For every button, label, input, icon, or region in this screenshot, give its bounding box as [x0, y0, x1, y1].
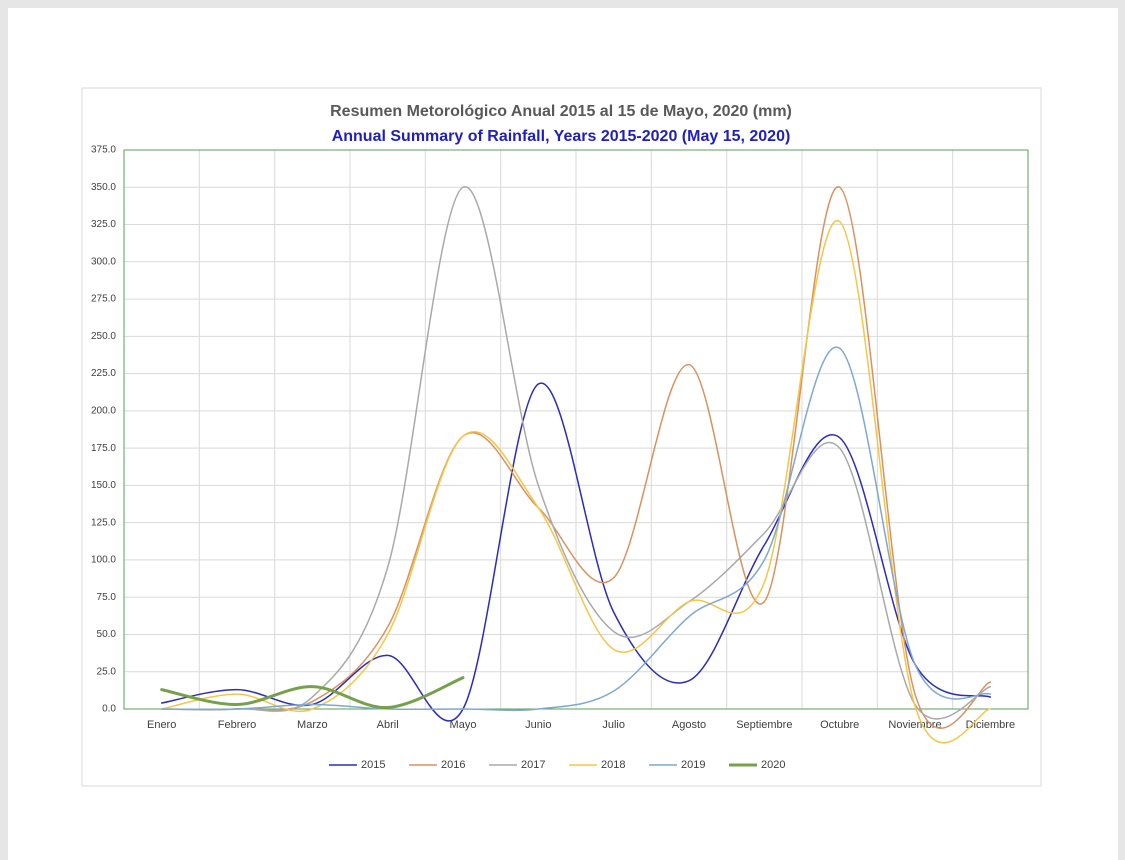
series-line — [160, 346, 992, 712]
x-tick-label: Junio — [525, 719, 551, 731]
legend-label: 2016 — [441, 759, 465, 771]
x-tick-label: Julio — [602, 719, 625, 731]
series-line — [160, 676, 465, 710]
y-tick-label: 150.0 — [91, 480, 116, 491]
legend-label: 2017 — [521, 759, 545, 771]
legend-label: 2015 — [361, 759, 385, 771]
y-tick-label: 325.0 — [91, 219, 116, 230]
legend-label: 2020 — [761, 759, 785, 771]
y-tick-label: 375.0 — [91, 145, 116, 156]
chart-subtitle: Annual Summary of Rainfall, Years 2015-2… — [332, 128, 791, 145]
x-tick-label: Octubre — [820, 719, 859, 731]
y-tick-label: 350.0 — [91, 182, 116, 193]
y-tick-label: 100.0 — [91, 555, 116, 566]
x-tick-label: Septiembre — [736, 719, 792, 731]
plot-border — [123, 149, 1029, 710]
x-tick-label: Enero — [147, 719, 176, 731]
y-tick-label: 300.0 — [91, 256, 116, 267]
y-tick-label: 200.0 — [91, 406, 116, 417]
chart-area — [81, 87, 1042, 787]
y-tick-label: 250.0 — [91, 331, 116, 342]
series-line — [160, 186, 992, 729]
y-tick-label: 0.0 — [102, 704, 116, 715]
y-tick-label: 175.0 — [91, 443, 116, 454]
y-tick-label: 25.0 — [97, 666, 117, 677]
x-tick-label: Mayo — [450, 719, 477, 731]
series-line — [160, 220, 992, 744]
y-tick-label: 75.0 — [97, 592, 117, 603]
y-tick-label: 225.0 — [91, 368, 116, 379]
x-tick-label: Agosto — [672, 719, 706, 731]
chart-title: Resumen Metorológico Anual 2015 al 15 de… — [330, 103, 792, 120]
y-tick-label: 50.0 — [97, 629, 117, 640]
x-tick-label: Marzo — [297, 719, 328, 731]
y-tick-label: 275.0 — [91, 294, 116, 305]
series-line — [160, 186, 992, 720]
y-tick-label: 125.0 — [91, 517, 116, 528]
x-tick-label: Febrero — [218, 719, 257, 731]
x-tick-label: Noviembre — [888, 719, 941, 731]
legend-label: 2018 — [601, 759, 625, 771]
x-tick-label: Abril — [377, 719, 399, 731]
x-tick-label: Diciembre — [966, 719, 1016, 731]
series-line — [160, 382, 992, 722]
legend-label: 2019 — [681, 759, 705, 771]
